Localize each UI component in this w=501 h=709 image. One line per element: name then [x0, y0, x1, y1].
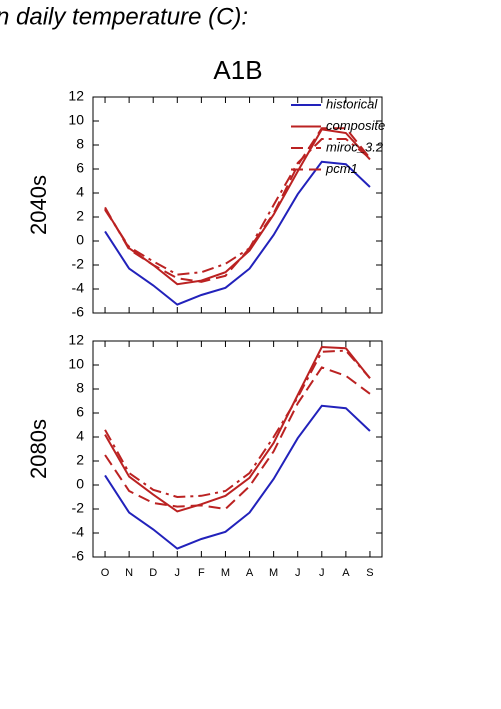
legend-label: pcm1 [325, 161, 358, 176]
line [104, 127, 371, 283]
y-tick-label: 6 [76, 160, 84, 176]
y-tick-label: -2 [72, 500, 85, 516]
x-tick-label: S [366, 567, 373, 579]
y-tick-label: 12 [68, 332, 84, 348]
panel-title: A1B [213, 55, 262, 85]
y-tick-label: -6 [72, 304, 85, 320]
legend-label: composite [326, 118, 385, 133]
y-tick-label: 2 [76, 208, 84, 224]
y-axis-label: 2080s [26, 419, 51, 479]
y-tick-label: 12 [68, 88, 84, 104]
y-tick-label: -6 [72, 548, 85, 564]
y-tick-label: 0 [76, 476, 84, 492]
y-axis-label: 2040s [26, 175, 51, 235]
legend-label: miroc_3.2 [326, 139, 384, 154]
y-tick-label: 10 [68, 112, 84, 128]
y-tick-label: 8 [76, 380, 84, 396]
x-tick-label: O [101, 567, 110, 579]
x-tick-label: F [198, 567, 205, 579]
x-tick-label: A [342, 567, 350, 579]
y-tick-label: 8 [76, 136, 84, 152]
x-tick-label: J [295, 567, 301, 579]
line [104, 138, 371, 276]
legend-label: historical [326, 96, 378, 111]
y-tick-label: 2 [76, 452, 84, 468]
line [104, 366, 371, 511]
x-tick-label: N [125, 567, 133, 579]
y-tick-label: -2 [72, 256, 85, 272]
line [104, 345, 371, 513]
plot-frame [92, 340, 383, 558]
y-tick-label: 6 [76, 404, 84, 420]
y-tick-label: 4 [76, 184, 84, 200]
x-tick-label: A [246, 567, 254, 579]
x-tick-label: J [319, 567, 325, 579]
x-tick-label: J [175, 567, 181, 579]
y-tick-label: 0 [76, 232, 84, 248]
y-tick-label: 10 [68, 356, 84, 372]
line [104, 349, 371, 499]
x-tick-label: D [149, 567, 157, 579]
x-tick-label: M [221, 567, 230, 579]
page-title: n daily temperature (C): [0, 3, 248, 30]
plot-frame [92, 96, 383, 314]
y-tick-label: -4 [72, 280, 85, 296]
line [104, 160, 371, 306]
y-tick-label: -4 [72, 524, 85, 540]
line [104, 404, 371, 550]
y-tick-label: 4 [76, 428, 84, 444]
x-tick-label: M [269, 567, 278, 579]
